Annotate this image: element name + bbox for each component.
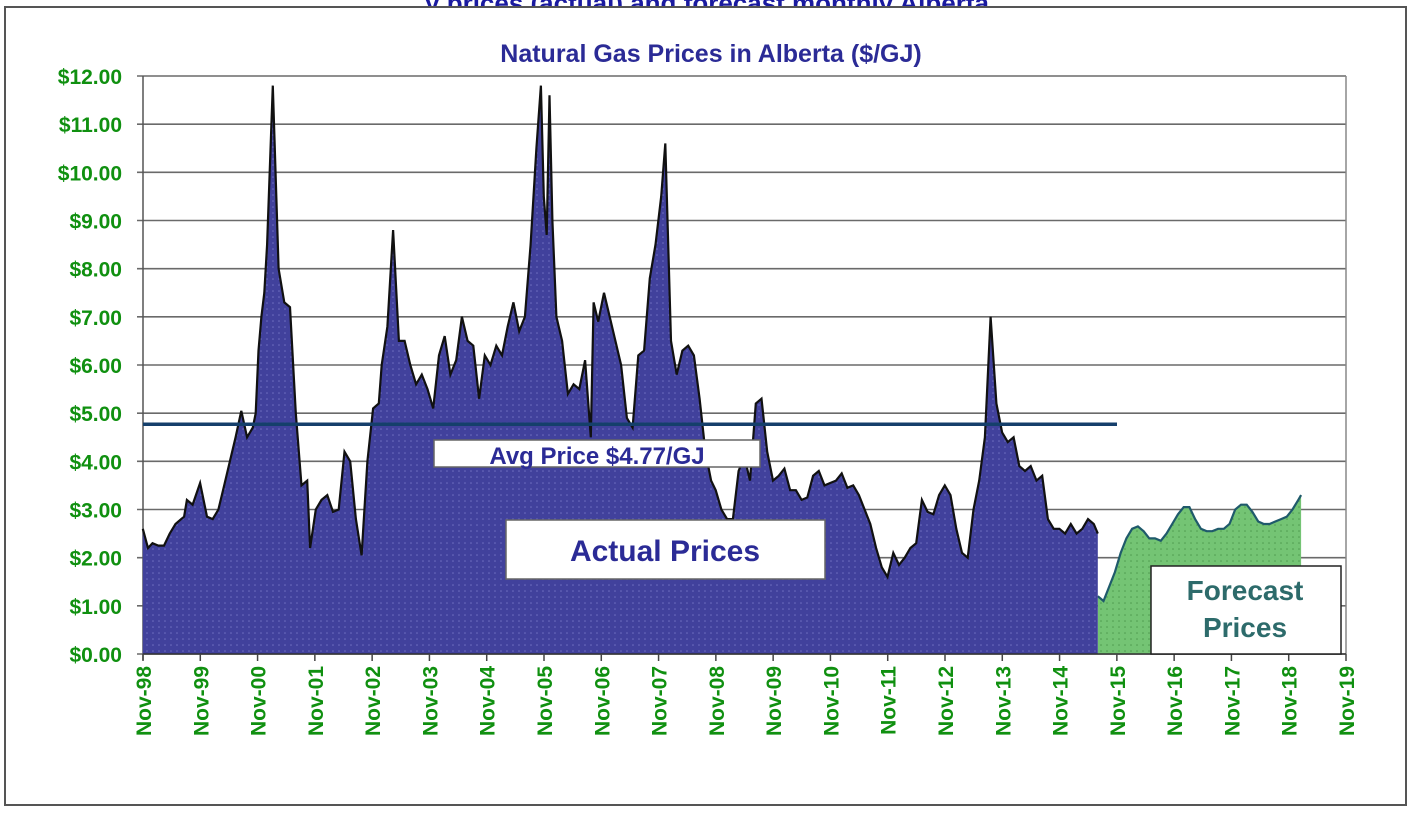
- x-tick-label: Nov-18: [1279, 666, 1302, 736]
- x-tick-label: Nov-03: [419, 666, 442, 736]
- y-tick-label: $10.00: [58, 162, 122, 185]
- x-tick-label: Nov-04: [477, 666, 500, 736]
- y-tick-label: $0.00: [69, 644, 122, 667]
- x-tick-label: Nov-07: [649, 666, 672, 736]
- actual-line: [141, 85, 1099, 580]
- x-tick-label: Nov-17: [1221, 666, 1244, 736]
- x-tick-label: Nov-13: [992, 666, 1015, 736]
- actual-prices-label: Actual Prices: [570, 535, 760, 568]
- x-tick-label: Nov-01: [305, 666, 328, 736]
- x-tick-label: Nov-08: [706, 666, 729, 736]
- y-tick-label: $5.00: [69, 403, 122, 426]
- y-tick-label: $4.00: [69, 451, 122, 474]
- x-tick-label: Nov-00: [248, 666, 271, 736]
- y-tick-label: $9.00: [69, 211, 122, 234]
- chart-frame: [4, 6, 1407, 806]
- avg-price-label: Avg Price $4.77/GJ: [489, 443, 704, 470]
- gridlines: [137, 75, 1347, 660]
- annotation-labels: Avg Price $4.77/GJ Actual Prices Forecast P…: [433, 439, 1342, 655]
- x-tick-label: Nov-16: [1164, 666, 1187, 736]
- forecast-prices-label-box: [1150, 565, 1342, 655]
- y-tick-label: $6.00: [69, 355, 122, 378]
- x-tick-label: Nov-19: [1336, 666, 1359, 736]
- x-tick-label: Nov-12: [935, 666, 958, 736]
- forecast-line: [1097, 494, 1303, 603]
- x-tick-label: Nov-10: [820, 666, 843, 736]
- x-tick-label: Nov-15: [1107, 666, 1130, 736]
- x-tick-label: Nov-06: [591, 666, 614, 736]
- x-tick-label: Nov-98: [133, 666, 156, 736]
- forecast-prices-label-line2: Prices: [1203, 612, 1287, 643]
- chart-title: Natural Gas Prices in Alberta ($/GJ): [500, 40, 921, 68]
- actual-area: [142, 85, 1098, 655]
- x-tick-label: Nov-14: [1050, 666, 1073, 736]
- y-tick-label: $12.00: [58, 66, 122, 89]
- x-axis-ticks: Nov-98 Nov-99 Nov-00 Nov-01 Nov-02 Nov-03 Nov-…: [133, 654, 1359, 736]
- y-tick-label: $7.00: [69, 307, 122, 330]
- actual-prices-label-box: [505, 519, 826, 580]
- avg-price-label-box: [433, 439, 761, 468]
- forecast-prices-label-line1: Forecast: [1187, 575, 1304, 606]
- y-tick-label: $11.00: [59, 114, 122, 137]
- y-tick-label: $8.00: [69, 259, 122, 282]
- x-tick-label: Nov-02: [362, 666, 385, 736]
- y-tick-label: $2.00: [69, 548, 122, 571]
- x-tick-label: Nov-11: [878, 666, 901, 735]
- x-tick-label: Nov-05: [534, 666, 557, 736]
- x-tick-label: Nov-99: [190, 666, 213, 736]
- y-tick-label: $3.00: [69, 500, 122, 523]
- x-tick-label: Nov-09: [763, 666, 786, 736]
- y-axis-ticks: $0.00 $1.00 $2.00 $3.00 $4.00 $5.00 $6.00 $7.00…: [58, 66, 122, 667]
- y-tick-label: $1.00: [69, 596, 122, 619]
